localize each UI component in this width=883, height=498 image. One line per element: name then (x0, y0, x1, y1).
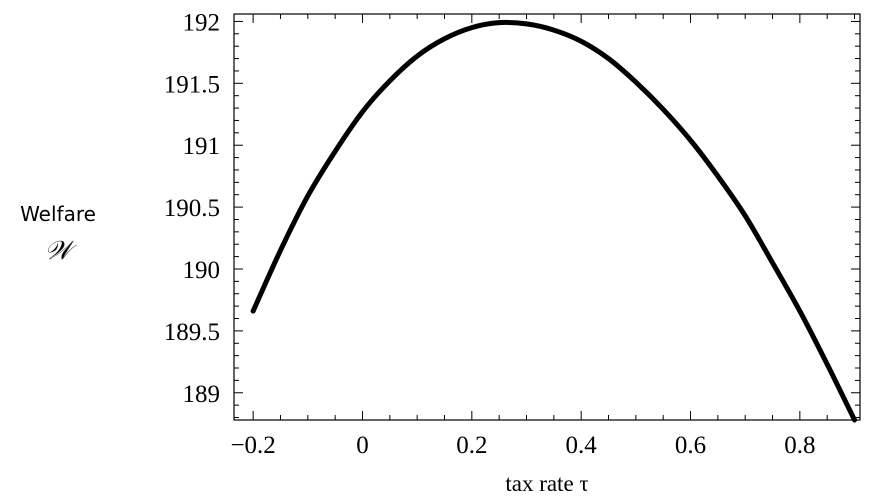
y-tick-label: 191 (183, 133, 221, 160)
y-tick-label: 189.5 (164, 319, 220, 346)
plot-frame (233, 13, 861, 421)
x-tick-label: 0.2 (456, 432, 487, 459)
x-tick-label: 0.6 (675, 432, 706, 459)
y-axis-symbol: 𝒲 (44, 236, 77, 266)
x-tick-label: 0.4 (566, 432, 598, 459)
y-axis-title: Welfare (20, 202, 96, 226)
plot-border (233, 13, 861, 421)
x-tick-label: 0 (356, 432, 369, 459)
y-tick-label: 192 (183, 9, 221, 36)
y-tick-label: 190 (183, 257, 221, 284)
welfare-curve (250, 19, 858, 423)
axis-ticks (234, 14, 860, 420)
y-tick-label: 190.5 (164, 195, 220, 222)
y-tick-label: 189 (183, 381, 221, 408)
x-tick-label: 0.8 (784, 432, 815, 459)
x-axis-title: tax rate τ (505, 471, 588, 496)
x-tick-label: −0.2 (230, 432, 275, 459)
y-tick-label: 191.5 (164, 71, 220, 98)
tick-labels: −0.2 0 0.2 0.4 0.6 0.8 189 189.5 190 190.5 191 191.… (164, 9, 816, 459)
